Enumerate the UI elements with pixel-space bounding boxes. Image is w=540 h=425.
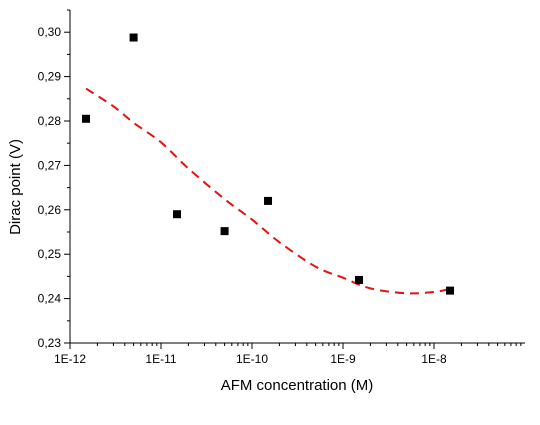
x-tick-label: 1E-12 (54, 352, 86, 366)
x-tick-label: 1E-8 (421, 352, 447, 366)
y-tick-label: 0,29 (38, 70, 62, 84)
data-point-square (355, 275, 364, 284)
y-tick-label: 0,30 (38, 25, 62, 39)
x-tick-label: 1E-11 (145, 352, 176, 366)
data-point-square (129, 33, 138, 42)
y-tick-label: 0,25 (38, 247, 62, 261)
y-tick-label: 0,23 (38, 336, 62, 350)
x-axis-title: AFM concentration (M) (221, 377, 374, 394)
y-tick-label: 0,24 (38, 292, 62, 306)
axes (69, 10, 525, 344)
y-tick-label: 0,28 (38, 114, 62, 128)
x-axis-ticks: 1E-12 1E-11 1E-10 1E-9 1E-8 (54, 343, 522, 366)
fit-curve (85, 87, 451, 295)
x-tick-label: 1E-10 (236, 352, 268, 366)
data-point-square (220, 227, 229, 236)
data-point-square (173, 210, 182, 219)
data-point-square (446, 286, 455, 295)
y-tick-label: 0,26 (38, 203, 62, 217)
y-tick-label: 0,27 (38, 158, 62, 172)
fit-curve-group (85, 87, 451, 295)
data-point-square (264, 196, 273, 205)
data-points (82, 33, 455, 295)
y-axis-title: Dirac point (V) (7, 139, 24, 235)
data-point-square (82, 114, 91, 123)
x-tick-label: 1E-9 (330, 352, 356, 366)
y-axis-ticks: 0,23 0,24 0,25 0,26 0,27 0,28 0,29 0,30 (38, 9, 70, 350)
